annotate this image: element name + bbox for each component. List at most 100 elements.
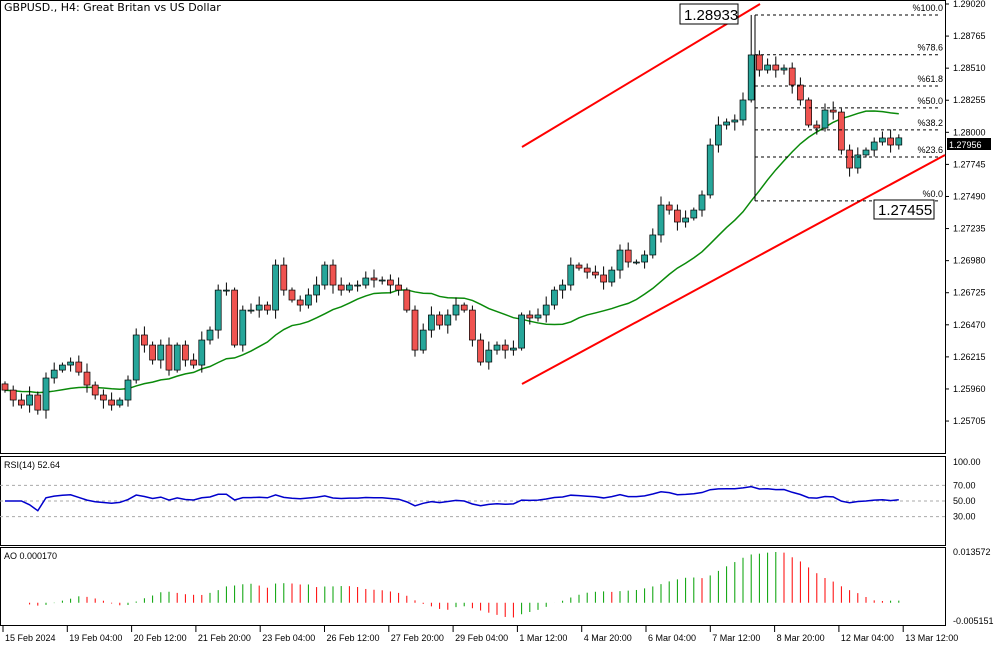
high-price-label: 1.28933: [684, 7, 738, 24]
bull-candle: [132, 334, 140, 381]
time-axis-label: 20 Feb 12:00: [134, 633, 187, 643]
time-axis-label: 26 Feb 12:00: [327, 633, 380, 643]
bear-candle: [592, 271, 599, 276]
bull-candle: [50, 369, 58, 379]
bull-candle: [67, 361, 74, 366]
bear-candle: [264, 304, 271, 311]
fibonacci-level-label: %50.0: [917, 96, 943, 106]
upper-channel-line: [521, 3, 761, 148]
bear-candle: [411, 309, 419, 351]
bull-candle: [542, 304, 550, 316]
bear-candle: [846, 149, 853, 169]
time-axis-label: 4 Mar 20:00: [584, 633, 632, 643]
bull-candle: [247, 309, 255, 312]
bear-candle: [1, 383, 9, 391]
bull-candle: [731, 119, 739, 123]
time-axis-label: 21 Feb 20:00: [198, 633, 251, 643]
current-price-label: 1.27956: [949, 140, 982, 150]
price-axis-label: 1.27490: [953, 191, 986, 201]
bull-candle: [608, 269, 616, 283]
bear-candle: [83, 371, 91, 386]
bear-candle: [600, 274, 607, 283]
bull-candle: [559, 284, 566, 291]
bear-candle: [756, 54, 763, 71]
time-axis-label: 12 Mar 04:00: [841, 633, 894, 643]
ao-axis-min-label: -0.005151: [953, 616, 994, 626]
price-axis-label: 1.28510: [953, 63, 986, 73]
ao-panel-frame: [0, 547, 946, 626]
bear-candle: [772, 64, 780, 71]
bull-candle: [378, 279, 386, 282]
price-axis-label: 1.27235: [953, 224, 986, 234]
bear-candle: [141, 334, 148, 346]
bull-candle: [715, 124, 722, 146]
rsi-axis-label: 30.00: [953, 512, 976, 522]
price-axis-label: 1.25705: [953, 416, 986, 426]
price-axis-label: 1.27745: [953, 159, 986, 169]
bull-candle: [870, 141, 878, 151]
bull-candle: [223, 289, 230, 292]
fibonacci-level-label: %61.8: [917, 74, 943, 84]
bull-candle: [116, 399, 124, 406]
bull-candle: [42, 377, 50, 411]
time-axis-label: 7 Mar 12:00: [712, 633, 760, 643]
bull-candle: [518, 314, 525, 349]
fibonacci-level-label: %0.0: [922, 189, 943, 199]
bear-candle: [100, 394, 107, 401]
bear-candle: [526, 314, 534, 319]
fibonacci-level-label: %38.2: [917, 118, 943, 128]
high-price-box: [679, 3, 739, 25]
bull-candle: [862, 149, 870, 156]
fibonacci-level-label: %78.6: [917, 43, 943, 53]
bull-candle: [444, 314, 452, 326]
bull-candle: [739, 99, 747, 121]
bull-candle: [764, 64, 771, 71]
bull-candle: [493, 344, 501, 351]
main-panel-frame: [0, 0, 946, 454]
bear-candle: [665, 204, 673, 211]
bull-candle: [419, 329, 427, 351]
bull-candle: [321, 264, 329, 286]
ao-indicator-label: AO 0.000170: [4, 551, 57, 561]
bull-candle: [616, 249, 624, 271]
price-axis-label: 1.26215: [953, 352, 986, 362]
bear-candle: [34, 394, 42, 411]
bull-candle: [255, 304, 263, 311]
bull-candle: [682, 217, 689, 223]
bear-candle: [788, 67, 796, 86]
bear-candle: [108, 399, 115, 406]
bull-candle: [895, 137, 903, 146]
bear-candle: [182, 344, 189, 361]
bull-candle: [534, 314, 542, 319]
bear-candle: [231, 289, 238, 346]
bull-candle: [879, 137, 886, 143]
bear-candle: [624, 249, 632, 263]
bull-candle: [706, 144, 714, 196]
bull-candle: [821, 109, 829, 129]
bear-candle: [329, 264, 337, 286]
price-axis-label: 1.25960: [953, 384, 986, 394]
bull-candle: [362, 277, 370, 286]
bear-candle: [887, 137, 894, 146]
bear-candle: [337, 284, 345, 291]
bear-candle: [280, 264, 288, 291]
bull-candle: [206, 329, 214, 341]
bear-candle: [75, 361, 83, 373]
bull-candle: [157, 344, 165, 361]
bull-candle: [567, 264, 575, 286]
low-price-box: [873, 199, 935, 220]
bear-candle: [469, 309, 476, 341]
bull-candle: [198, 339, 206, 366]
rsi-line: [5, 485, 899, 512]
lower-channel-line: [521, 154, 946, 385]
rsi-axis-label: 70.00: [953, 480, 976, 490]
bear-candle: [387, 279, 394, 286]
bull-candle: [485, 349, 493, 363]
bull-candle: [26, 394, 33, 406]
bear-candle: [575, 264, 583, 269]
bull-candle: [214, 289, 222, 331]
bear-candle: [165, 344, 173, 371]
time-axis-label: 15 Feb 2024: [5, 633, 56, 643]
bull-candle: [313, 284, 320, 296]
